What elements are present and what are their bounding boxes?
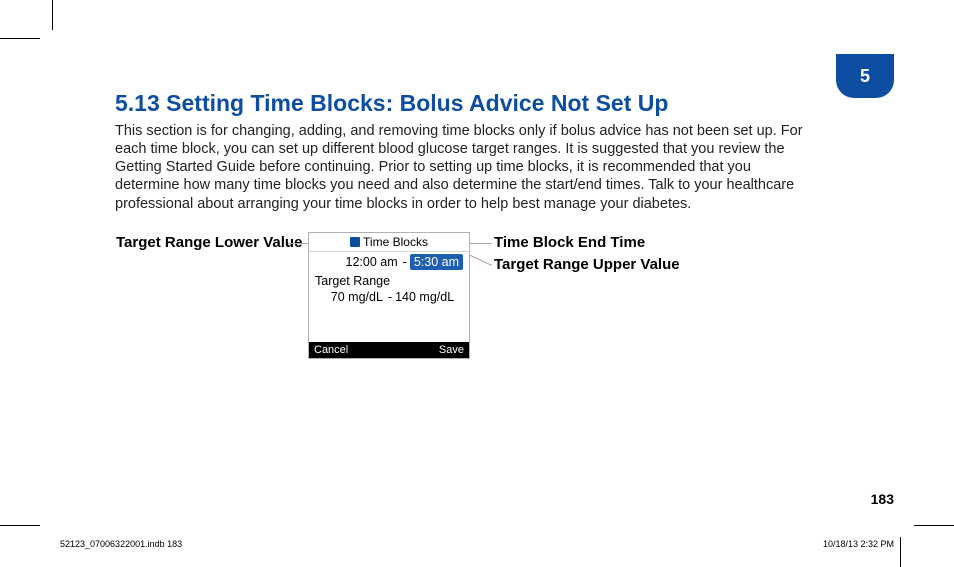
callout-line bbox=[468, 254, 492, 266]
callout-line bbox=[470, 243, 492, 244]
time-start-value: 12:00 am bbox=[315, 255, 400, 269]
page-title: 5.13 Setting Time Blocks: Bolus Advice N… bbox=[115, 90, 668, 117]
crop-mark bbox=[0, 38, 40, 39]
footer-file: 52123_07006322001.indb 183 bbox=[60, 539, 182, 549]
device-section-label: Target Range bbox=[309, 272, 469, 288]
device-bottom-bar: Cancel Save bbox=[309, 342, 469, 358]
range-dash: - bbox=[385, 290, 395, 304]
page-number: 183 bbox=[871, 491, 894, 507]
device-time-row: 12:00 am - 5:30 am bbox=[309, 252, 469, 272]
clock-icon bbox=[350, 237, 360, 247]
callout-line bbox=[288, 243, 308, 244]
crop-mark bbox=[52, 0, 53, 30]
body-paragraph: This section is for changing, adding, an… bbox=[115, 122, 815, 213]
save-button[interactable]: Save bbox=[439, 342, 464, 358]
time-end-value[interactable]: 5:30 am bbox=[410, 254, 463, 270]
device-title-bar: Time Blocks bbox=[309, 233, 469, 252]
time-dash: - bbox=[400, 255, 410, 269]
chapter-tab: 5 bbox=[836, 54, 894, 98]
crop-mark bbox=[0, 525, 40, 526]
cancel-button[interactable]: Cancel bbox=[314, 342, 348, 358]
footer-date: 10/18/13 2:32 PM bbox=[823, 539, 894, 549]
crop-mark bbox=[900, 537, 901, 567]
range-lower-value: 70 mg/dL bbox=[315, 290, 385, 304]
device-range-row: 70 mg/dL - 140 mg/dL bbox=[309, 288, 469, 306]
crop-mark bbox=[914, 525, 954, 526]
range-upper-value: 140 mg/dL bbox=[395, 290, 463, 304]
callout-target-range-upper: Target Range Upper Value bbox=[494, 256, 680, 273]
device-screenshot: Time Blocks 12:00 am - 5:30 am Target Ra… bbox=[308, 232, 470, 359]
device-title-text: Time Blocks bbox=[363, 235, 428, 249]
callout-target-range-lower: Target Range Lower Value bbox=[116, 234, 302, 251]
callout-time-block-end-time: Time Block End Time bbox=[494, 234, 645, 251]
